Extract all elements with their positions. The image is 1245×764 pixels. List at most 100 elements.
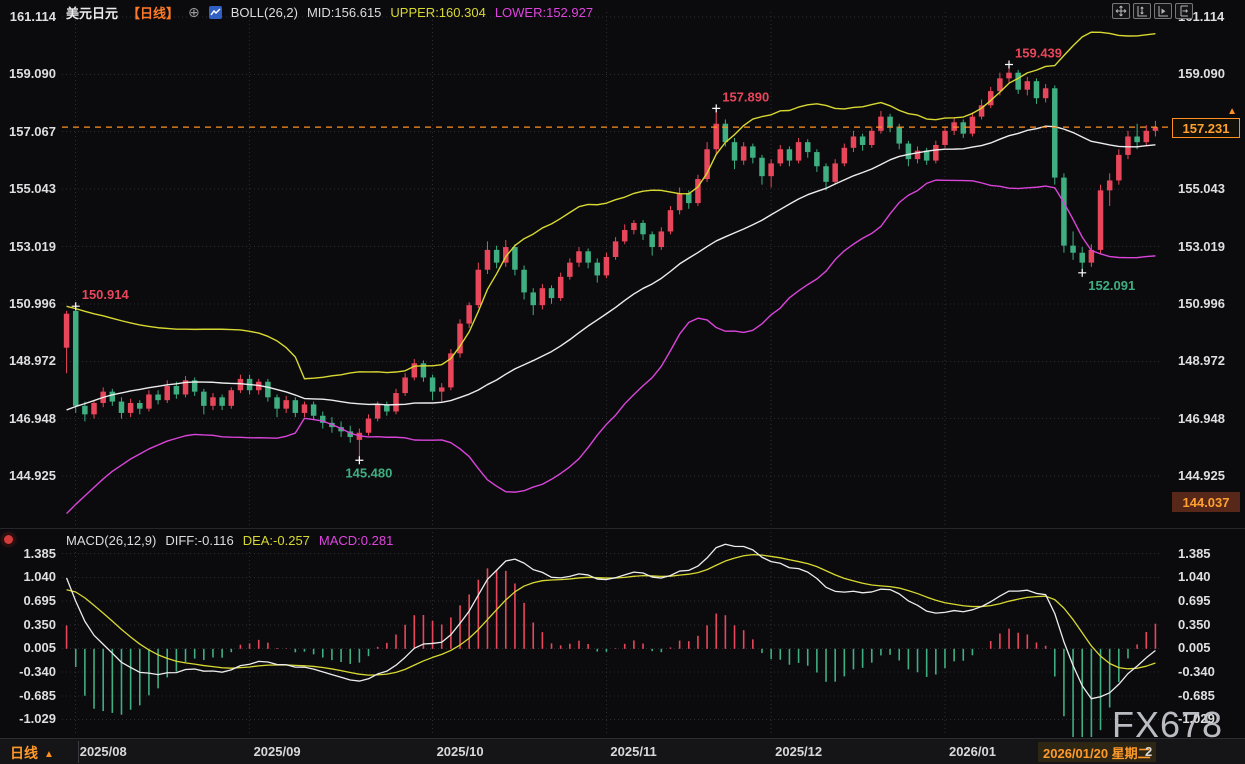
boll-label[interactable]: BOLL(26,2) xyxy=(230,5,298,20)
candle-body xyxy=(109,391,116,402)
macd-header: MACD(26,12,9) DIFF:-0.116 DEA:-0.257 MAC… xyxy=(66,533,393,548)
candle-body xyxy=(72,310,79,406)
candle-body xyxy=(713,123,719,150)
extreme-price-annotation: 152.091 xyxy=(1088,278,1135,293)
candle-body xyxy=(850,136,857,148)
candle-body xyxy=(503,247,509,263)
candle-body xyxy=(1088,249,1095,263)
panel-divider xyxy=(0,528,1245,529)
scale-x-axis-icon[interactable] xyxy=(1154,3,1172,19)
candle-body xyxy=(1061,177,1067,246)
macd-title[interactable]: MACD(26,12,9) xyxy=(66,533,157,548)
candle-body xyxy=(667,210,674,232)
candle-body xyxy=(896,126,902,144)
macd-diff-value: DIFF:-0.116 xyxy=(165,533,234,548)
candle-body xyxy=(127,402,134,413)
candle-body xyxy=(1006,72,1012,79)
candle-body xyxy=(621,230,628,242)
extreme-cross-marker xyxy=(355,456,364,465)
indicator-dot-icon[interactable] xyxy=(4,535,13,544)
candle-body xyxy=(91,402,97,415)
pan-icon[interactable] xyxy=(1112,3,1130,19)
candle-body xyxy=(475,269,482,306)
candle-body xyxy=(155,394,161,401)
candle-body xyxy=(82,405,88,415)
macd-axis-label-left: 0.695 xyxy=(23,593,56,609)
price-axis-label-right: 159.090 xyxy=(1178,66,1225,82)
candle-body xyxy=(301,404,308,413)
extreme-price-annotation: 145.480 xyxy=(345,465,392,480)
macd-axis-label-left: -1.029 xyxy=(19,711,56,727)
period-dropdown-arrow-icon[interactable]: ▲ xyxy=(44,749,54,760)
macd-axis-label-right: 1.385 xyxy=(1178,545,1211,561)
candle-body xyxy=(1097,190,1104,250)
period-selector[interactable]: 日线 ▲ xyxy=(10,743,54,764)
candle-body xyxy=(466,305,472,324)
price-axis-label-left: 161.114 xyxy=(9,9,56,24)
candle-body xyxy=(201,391,207,406)
time-axis-label: 2025/12 xyxy=(775,744,823,759)
boll-upper-value: UPPER:160.304 xyxy=(390,5,486,20)
price-axis-label-left: 155.043 xyxy=(9,181,56,197)
candle-body xyxy=(585,251,591,263)
candle-body xyxy=(731,142,738,161)
candle-body xyxy=(997,78,1003,92)
candle-body xyxy=(612,241,619,257)
candle-body xyxy=(704,149,710,180)
price-axis-label-left: 148.972 xyxy=(9,353,56,369)
candle-body xyxy=(905,143,912,160)
candle-body xyxy=(219,397,225,406)
current-price-value: 157.231 xyxy=(1182,120,1230,136)
candle-body xyxy=(1116,154,1122,181)
boll-lower-value: LOWER:152.927 xyxy=(494,5,594,20)
price-axis-label-right: 148.972 xyxy=(1178,353,1225,369)
go-to-latest-icon[interactable] xyxy=(1175,3,1193,19)
candle-body xyxy=(429,377,436,392)
extreme-price-annotation: 150.914 xyxy=(82,287,130,302)
candle-body xyxy=(310,404,317,416)
candle-body xyxy=(420,363,427,378)
candle-body xyxy=(393,393,399,412)
candle-body xyxy=(164,385,170,401)
macd-axis-label-right: -0.685 xyxy=(1178,687,1215,703)
candle-body xyxy=(512,247,518,270)
time-axis-label: 2025/11 xyxy=(610,744,657,759)
candle-body xyxy=(750,146,756,158)
macd-axis-label-left: -0.685 xyxy=(19,687,56,703)
candle-body xyxy=(1143,130,1150,143)
candle-body xyxy=(859,136,866,145)
candle-body xyxy=(649,234,655,248)
macd-axis-label-left: 1.040 xyxy=(23,569,56,585)
add-indicator-icon[interactable]: ⊕ xyxy=(188,4,200,20)
candle-body xyxy=(887,116,893,127)
extreme-cross-marker xyxy=(1078,268,1087,277)
candle-body xyxy=(173,385,180,395)
macd-axis-label-right: -1.029 xyxy=(1178,711,1215,727)
candle-body xyxy=(210,397,216,406)
candle-body xyxy=(347,431,353,438)
candle-body xyxy=(740,146,747,161)
macd-axis-label-right: 0.350 xyxy=(1178,616,1211,632)
scale-y-axis-icon[interactable] xyxy=(1133,3,1151,19)
candle-body xyxy=(274,397,280,409)
period-label[interactable]: 日线 xyxy=(10,743,38,764)
price-axis-label-left: 153.019 xyxy=(9,238,56,254)
candle-body xyxy=(759,157,765,177)
partial-date-label: 2 xyxy=(1145,744,1153,759)
candle-body xyxy=(603,256,610,276)
price-axis-label-right: 144.925 xyxy=(1178,468,1225,483)
price-axis-label-left: 150.996 xyxy=(9,295,56,311)
candle-body xyxy=(457,323,463,354)
candle-body xyxy=(228,390,235,406)
price-axis-label-left: 144.925 xyxy=(9,468,56,483)
price-axis-label-right: 146.948 xyxy=(1178,410,1225,426)
macd-axis-label-left: 1.385 xyxy=(23,545,56,561)
candle-body xyxy=(576,251,582,263)
candle-body xyxy=(768,163,774,177)
time-axis-label: 2025/10 xyxy=(436,744,484,759)
candle-body xyxy=(1052,88,1058,178)
candle-body xyxy=(283,400,289,409)
macd-axis-label-right: -0.340 xyxy=(1178,664,1215,680)
period-tag[interactable]: 【日线】 xyxy=(127,6,180,21)
